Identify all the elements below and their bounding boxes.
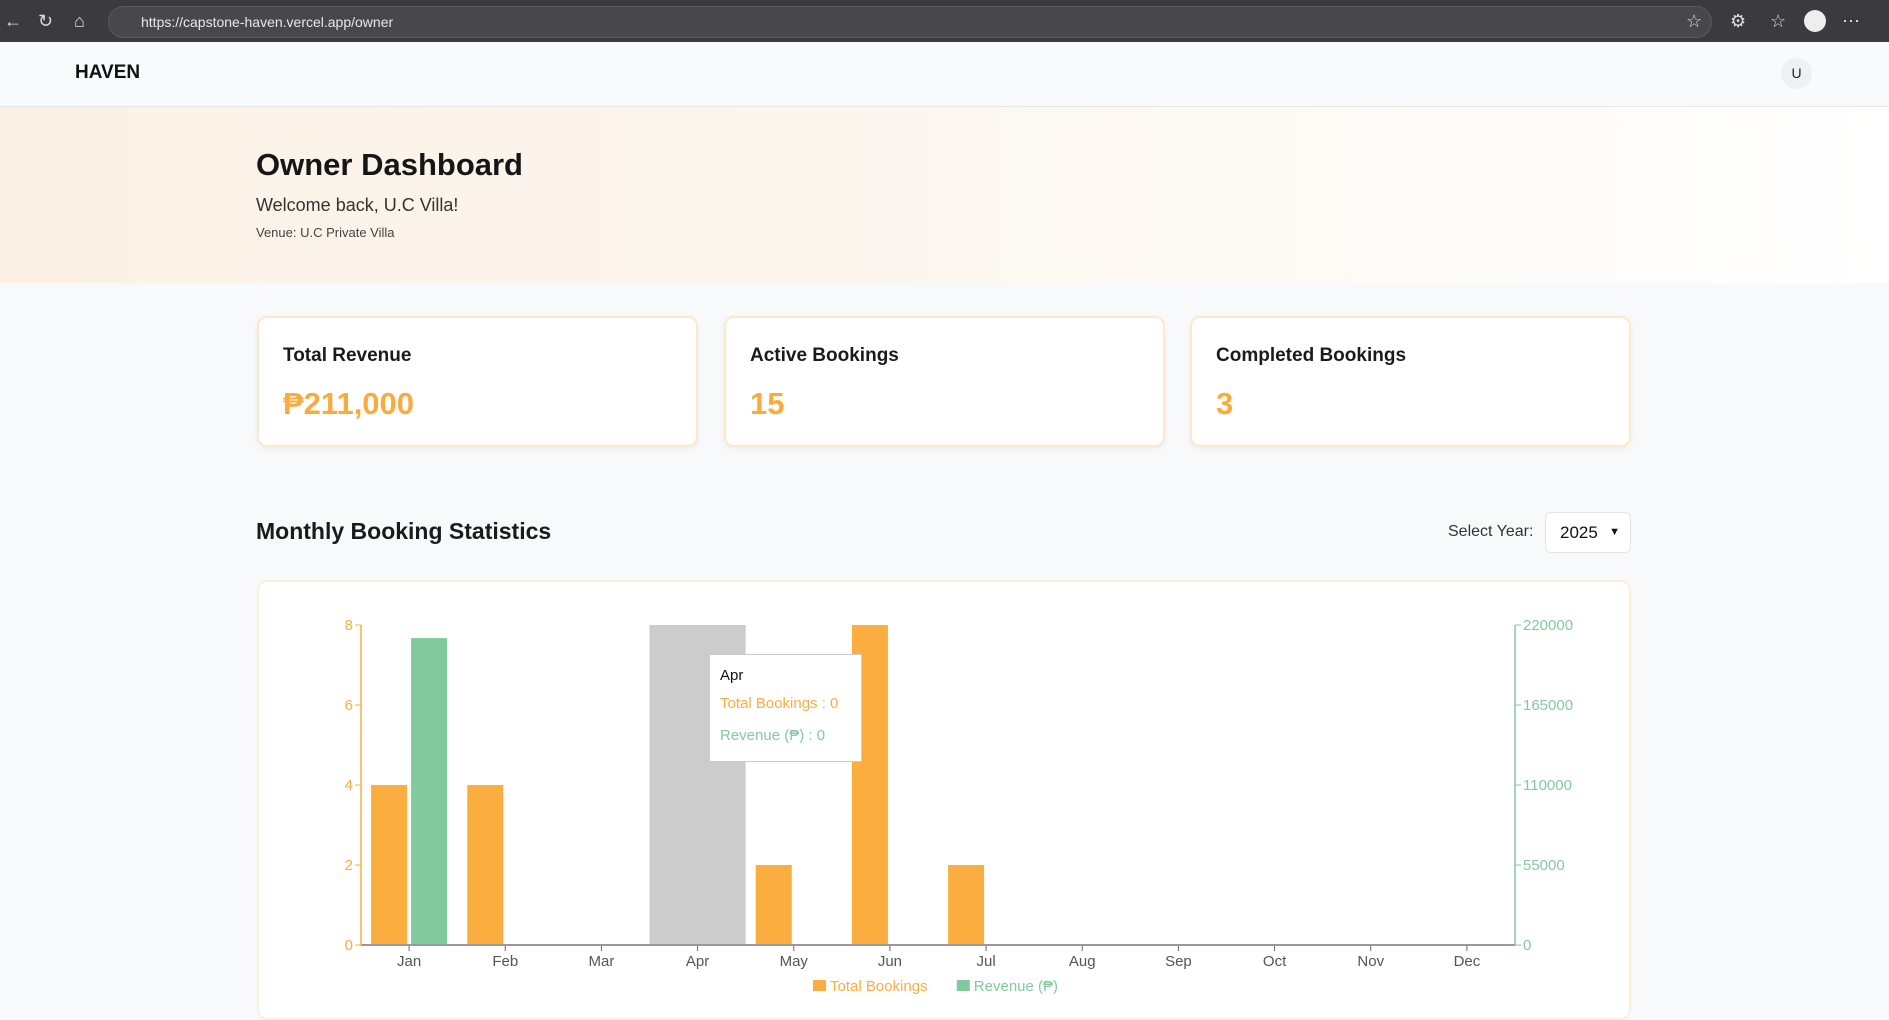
card-value: 3 xyxy=(1216,386,1234,421)
page-title: Owner Dashboard xyxy=(256,147,523,182)
venue-text: Venue: U.C Private Villa xyxy=(256,225,395,240)
left-tick-label: 6 xyxy=(345,697,353,714)
right-tick-label: 110000 xyxy=(1523,777,1572,794)
year-select[interactable]: 2025 ▼ xyxy=(1545,512,1631,553)
card-value: ₱211,000 xyxy=(283,386,415,421)
favorite-star-icon[interactable]: ☆ xyxy=(1686,11,1703,31)
browser-toolbar: ← ↻ ⌂ https://capstone-haven.vercel.app/… xyxy=(0,0,1889,42)
x-tick-label: Apr xyxy=(686,953,709,970)
card-label: Completed Bookings xyxy=(1216,345,1407,366)
top-nav: HAVEN U xyxy=(0,42,1889,107)
url-text: https://capstone-haven.vercel.app/owner xyxy=(141,14,394,30)
legend-swatch xyxy=(956,980,970,991)
total-revenue-card: Total Revenue ₱211,000 xyxy=(257,316,698,447)
x-tick-label: Oct xyxy=(1263,953,1287,970)
welcome-text: Welcome back, U.C Villa! xyxy=(256,195,459,215)
x-tick-label: Jun xyxy=(878,953,902,970)
x-tick-label: Nov xyxy=(1357,953,1384,970)
year-select-label: Select Year: xyxy=(1448,523,1534,540)
favorites-icon[interactable]: ☆ xyxy=(1770,11,1787,31)
tooltip-bookings: Total Bookings : 0 xyxy=(720,695,839,712)
profile-icon[interactable] xyxy=(1804,10,1826,32)
extensions-icon[interactable]: ⚙ xyxy=(1730,11,1747,31)
back-icon[interactable]: ← xyxy=(4,11,22,31)
bookings-bar xyxy=(371,785,408,945)
x-tick-label: Aug xyxy=(1069,953,1096,970)
legend-swatch xyxy=(813,980,826,991)
revenue-bar xyxy=(411,638,448,945)
right-tick-label: 220000 xyxy=(1523,617,1573,634)
bookings-bar xyxy=(467,785,504,945)
home-icon[interactable]: ⌂ xyxy=(74,11,85,31)
x-tick-label: Dec xyxy=(1454,953,1481,970)
x-tick-label: Feb xyxy=(492,953,518,970)
card-value: 15 xyxy=(750,386,785,421)
x-tick-label: Jul xyxy=(976,953,995,970)
avatar[interactable]: U xyxy=(1781,58,1812,89)
tooltip-revenue: Revenue (₱) : 0 xyxy=(720,727,826,744)
card-label: Total Revenue xyxy=(283,345,412,366)
x-tick-label: Jan xyxy=(397,953,421,970)
year-value: 2025 xyxy=(1560,523,1598,542)
active-bookings-card: Active Bookings 15 xyxy=(724,316,1165,447)
more-icon[interactable]: ⋯ xyxy=(1842,11,1860,31)
reload-icon[interactable]: ↻ xyxy=(38,11,54,31)
left-tick-label: 0 xyxy=(345,937,353,954)
card-label: Active Bookings xyxy=(750,345,899,366)
legend-label: Total Bookings xyxy=(830,978,928,995)
logo[interactable]: HAVEN xyxy=(75,62,141,83)
right-tick-label: 165000 xyxy=(1523,697,1573,714)
left-tick-label: 8 xyxy=(345,617,353,634)
right-tick-label: 55000 xyxy=(1523,857,1565,874)
chart-tooltip: Apr Total Bookings : 0 Revenue (₱) : 0 xyxy=(709,654,862,762)
legend-label: Revenue (₱) xyxy=(974,978,1058,995)
x-tick-label: Mar xyxy=(588,953,614,970)
x-tick-label: May xyxy=(780,953,809,970)
bookings-bar xyxy=(755,865,792,945)
completed-bookings-card: Completed Bookings 3 xyxy=(1190,316,1631,447)
bookings-bar xyxy=(948,865,985,945)
tooltip-month: Apr xyxy=(720,667,744,684)
left-tick-label: 4 xyxy=(345,777,353,794)
x-tick-label: Sep xyxy=(1165,953,1192,970)
address-bar[interactable]: https://capstone-haven.vercel.app/owner xyxy=(108,6,1712,38)
hero: Owner Dashboard Welcome back, U.C Villa!… xyxy=(0,107,1889,283)
section-title: Monthly Booking Statistics xyxy=(256,518,552,544)
right-tick-label: 0 xyxy=(1523,937,1531,954)
left-tick-label: 2 xyxy=(345,857,353,874)
chevron-down-icon: ▼ xyxy=(1609,526,1620,538)
